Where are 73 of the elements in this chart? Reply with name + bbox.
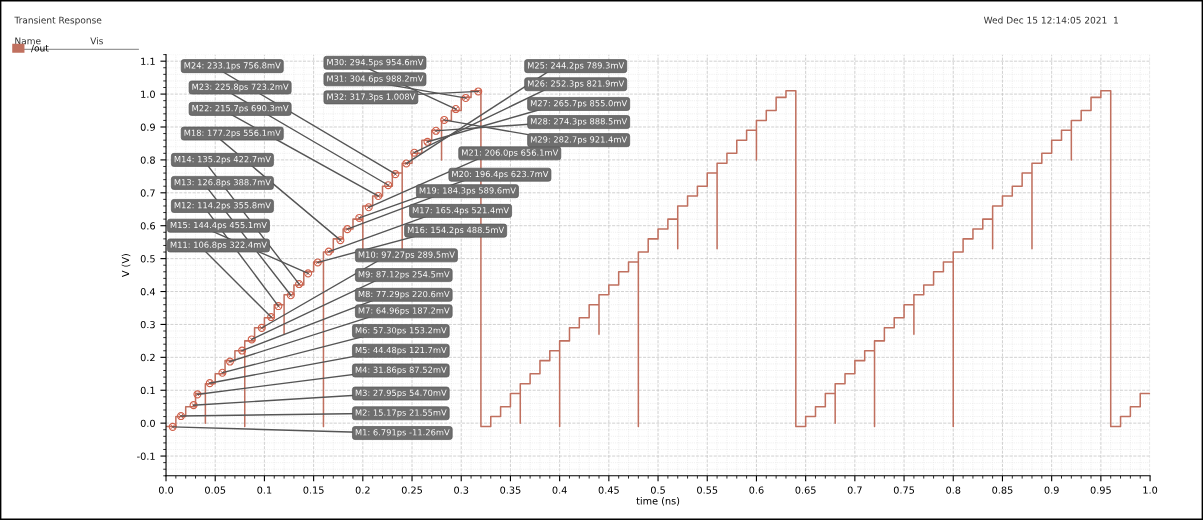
annotation: M21: 206.0ps 656.1mV — [462, 149, 559, 158]
annotation: M3: 27.95ps 54.70mV — [355, 389, 447, 398]
y-tick-label: -0.1 — [137, 452, 155, 460]
annotation: M19: 184.3ps 589.6mV — [419, 187, 516, 196]
x-tick-label: 0.75 — [893, 486, 915, 494]
y-tick-label: 0.8 — [140, 156, 155, 164]
x-tick-label: 0.35 — [500, 486, 521, 494]
annotation: M4: 31.86ps 87.52mV — [355, 366, 447, 375]
y-axis-title: V (V) — [121, 254, 131, 278]
y-tick-label: 0.1 — [140, 386, 155, 395]
x-tick-label: 0.4 — [552, 486, 567, 494]
annotation: M18: 177.2ps 556.1mV — [184, 129, 281, 138]
annotation: M6: 57.30ps 153.2mV — [355, 327, 447, 336]
annotation: M12: 114.2ps 355.8mV — [174, 202, 271, 210]
text: Wed Dec 15 12:14:05 2021 1 — [983, 16, 1118, 24]
annotation: M30: 294.5ps 954.6mV — [327, 58, 424, 67]
annotation: M25: 244.2ps 789.3mV — [527, 62, 625, 71]
annotation: M14: 135.2ps 422.7mV — [174, 156, 271, 164]
annotation: M26: 252.3ps 821.9mV — [527, 80, 625, 89]
y-tick-label: 0.4 — [140, 288, 156, 296]
x-axis-title: time (ns) — [636, 497, 680, 506]
annotation: M10: 97.27ps 289.5mV — [358, 251, 455, 260]
annotation: M5: 44.48ps 121.7mV — [355, 346, 447, 355]
annotation: M22: 215.7ps 690.3mV — [192, 105, 289, 113]
legend-label: /out — [30, 44, 49, 53]
x-tick-label: 0.95 — [1090, 486, 1111, 494]
annotation: M1: 6.791ps -11.26mV — [355, 429, 450, 438]
x-tick-label: 0.2 — [355, 486, 370, 494]
y-tick-label: 0.3 — [140, 320, 155, 329]
y-tick-label: 0.2 — [140, 353, 155, 362]
x-tick-label: 0.45 — [598, 486, 619, 494]
y-tick-label: 0.0 — [140, 419, 155, 427]
y-tick-label: 0.9 — [140, 123, 155, 131]
x-tick-label: 0.0 — [158, 486, 174, 494]
text: Transient Response — [14, 16, 102, 26]
x-tick-label: 0.1 — [257, 486, 272, 494]
x-tick-label: 0.05 — [205, 486, 226, 494]
annotation: M11: 106.8ps 322.4mV — [170, 241, 267, 250]
annotation: M24: 233.1ps 756.8mV — [184, 62, 281, 71]
annotation: M20: 196.4ps 623.7mV — [452, 170, 549, 179]
y-tick-label: 0.5 — [140, 255, 155, 263]
x-tick-label: 0.9 — [1044, 486, 1059, 494]
x-tick-label: 0.85 — [992, 486, 1013, 494]
annotation: M7: 64.96ps 187.2mV — [358, 307, 450, 316]
y-tick-label: 1.0 — [141, 90, 155, 98]
x-tick-label: 0.55 — [697, 486, 718, 494]
x-tick-label: 0.25 — [401, 486, 422, 494]
annotation: M15: 144.4ps 455.1mV — [170, 221, 267, 230]
x-tick-label: 0.3 — [454, 486, 469, 494]
annotation: M31: 304.6ps 988.2mV — [327, 75, 424, 84]
annotation: M16: 154.2ps 488.5mV — [407, 226, 505, 235]
x-tick-label: 1.0 — [1143, 486, 1158, 494]
x-tick-label: 0.8 — [946, 486, 961, 494]
y-tick-label: 0.6 — [140, 222, 155, 230]
x-tick-label: 0.65 — [795, 486, 816, 494]
annotation: M2: 15.17ps 21.55mV — [355, 409, 447, 418]
annotation: M32: 317.3ps 1.008V — [327, 93, 416, 102]
annotation: M27: 265.7ps 855.0mV — [530, 100, 628, 108]
y-tick-label: 1.1 — [141, 57, 155, 65]
annotation: M17: 165.4ps 521.4mV — [412, 207, 510, 215]
annotation: M8: 77.29ps 220.6mV — [358, 290, 450, 299]
annotation: M23: 225.8ps 723.2mV — [192, 83, 289, 92]
y-tick-label: 0.7 — [140, 189, 155, 197]
x-tick-label: 0.5 — [650, 486, 665, 494]
annotation: M13: 126.8ps 388.7mV — [174, 179, 271, 187]
annotation: M9: 87.12ps 254.5mV — [358, 271, 450, 280]
x-tick-label: 0.15 — [303, 486, 324, 494]
annotation: M28: 274.3ps 888.5mV — [530, 118, 628, 127]
text: Vis — [90, 37, 103, 45]
x-tick-label: 0.6 — [749, 486, 764, 494]
x-tick-label: 0.7 — [847, 486, 862, 494]
text: Name — [15, 37, 41, 45]
annotation: M29: 282.7ps 921.4mV — [530, 136, 628, 145]
